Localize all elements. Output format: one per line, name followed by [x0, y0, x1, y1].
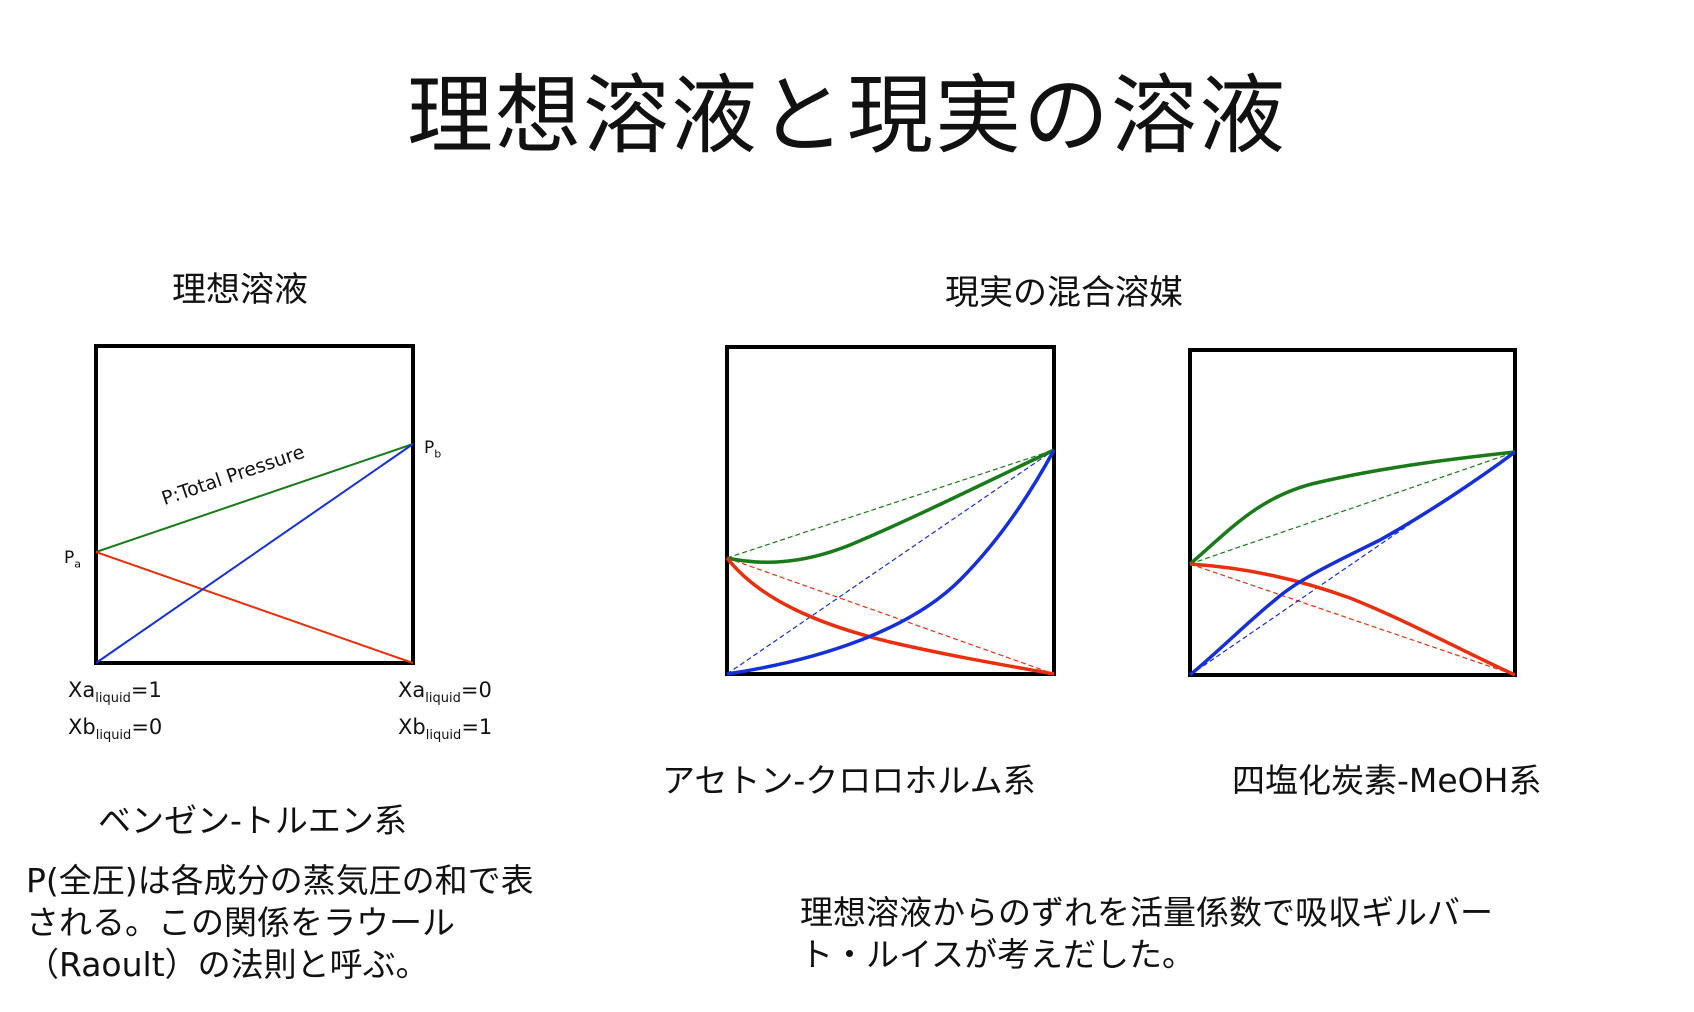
acetone-ideal-b-dashed: [726, 449, 1055, 675]
acetone-ideal-a-dashed: [726, 557, 1055, 675]
ideal-total-pressure-line: [95, 443, 414, 553]
acetone-chloroform-caption: アセトン-クロロホルム系: [662, 761, 1036, 800]
page-title: 理想溶液と現実の溶液: [407, 66, 1287, 166]
ideal-component-a-line: [95, 551, 414, 664]
acetone-component-b-curve: [726, 449, 1056, 676]
ideal-diagram-frame: [94, 344, 415, 665]
raoult-law-text: P(全圧)は各成分の蒸気圧の和で表される。この関係をラウール（Raoult）の法…: [26, 861, 534, 984]
ccl4-component-a-curve: [1189, 562, 1516, 677]
acetone-chloroform-diagram: [725, 345, 1056, 676]
benzene-toluene-caption: ベンゼン-トルエン系: [98, 801, 407, 840]
ideal-component-b-line: [95, 443, 414, 664]
ccl4-ideal-a-dashed: [1189, 563, 1516, 676]
ideal-solution-diagram: [94, 344, 415, 665]
xa-right-label: Xaliquid=0: [398, 678, 492, 707]
xb-right-label: Xbliquid=1: [398, 715, 493, 744]
real-solution-heading: 現実の混合溶媒: [945, 273, 1183, 313]
ccl4-diagram-frame: [1188, 348, 1517, 677]
xa-left-label: Xaliquid=1: [68, 678, 162, 707]
acetone-total-pressure-curve: [726, 448, 1055, 564]
xb-left-label: Xbliquid=0: [68, 715, 163, 744]
pa-label: Pa: [64, 548, 82, 571]
ideal-solution-heading: 理想溶液: [172, 270, 308, 310]
ccl4-component-b-curve: [1188, 450, 1517, 677]
acetone-component-a-curve: [725, 556, 1055, 676]
ccl4-meoh-diagram: [1188, 348, 1517, 677]
acetone-diagram-frame: [725, 345, 1056, 676]
ccl4-meoh-caption: 四塩化炭素-MeOH系: [1232, 761, 1542, 800]
acetone-ideal-total-dashed: [726, 449, 1055, 559]
activity-coefficient-text: 理想溶液からのずれを活量係数で吸収ギルバート・ルイスが考えだした。: [800, 893, 1493, 974]
pb-label: Pb: [424, 438, 442, 461]
ccl4-ideal-total-dashed: [1189, 451, 1516, 565]
ccl4-total-pressure-curve: [1188, 450, 1516, 566]
